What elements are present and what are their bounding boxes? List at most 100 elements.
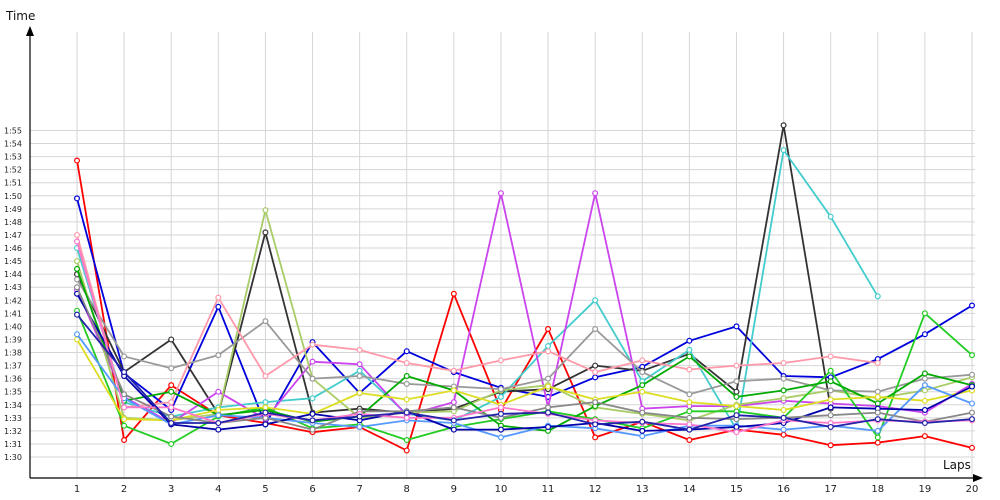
y-tick-label: 1:50 (4, 192, 22, 201)
data-point (874, 427, 881, 434)
data-point (780, 414, 787, 421)
data-point (545, 348, 552, 355)
data-point (921, 331, 928, 338)
data-point (686, 399, 693, 406)
data-point (262, 404, 269, 411)
y-tick-label: 1:54 (4, 140, 22, 149)
data-point (73, 195, 80, 202)
data-point (639, 382, 646, 389)
data-point (262, 207, 269, 214)
x-tick-label: 1 (74, 484, 80, 495)
x-tick-label: 15 (730, 484, 743, 495)
data-point (403, 359, 410, 366)
data-point (780, 122, 787, 129)
data-point (733, 403, 740, 410)
y-tick-label: 1:52 (4, 166, 22, 175)
data-point (874, 293, 881, 300)
data-point (968, 352, 975, 359)
series-line (76, 310, 973, 445)
data-point (497, 434, 504, 441)
data-point (215, 303, 222, 310)
data-point (121, 422, 128, 429)
data-point (592, 297, 599, 304)
data-point (639, 409, 646, 416)
data-point (639, 357, 646, 364)
x-tick-label: 3 (168, 484, 174, 495)
data-point (121, 437, 128, 444)
data-point (215, 388, 222, 395)
data-point (215, 294, 222, 301)
y-tick-label: 1:48 (4, 218, 22, 227)
data-point (450, 426, 457, 433)
data-point (639, 369, 646, 376)
data-point (73, 284, 80, 291)
y-tick-labels: 1:30 1:31 1:32 1:33 1:34 1:35 1:36 1:37 1:38 1:39… (4, 127, 22, 463)
data-point (733, 388, 740, 395)
data-point (921, 310, 928, 317)
data-point (921, 433, 928, 440)
data-point (733, 362, 740, 369)
y-axis-title: Time (5, 9, 35, 23)
data-point (968, 383, 975, 390)
data-point (262, 421, 269, 428)
y-tick-label: 1:30 (4, 453, 22, 462)
data-point (592, 362, 599, 369)
x-tick-label: 6 (309, 484, 315, 495)
data-point (545, 383, 552, 390)
x-tick-label: 8 (404, 484, 410, 495)
data-point (215, 412, 222, 419)
data-point (874, 393, 881, 400)
x-tick-label: 2 (121, 484, 127, 495)
data-point (309, 395, 316, 402)
data-point (403, 348, 410, 355)
data-point (780, 406, 787, 413)
data-point (827, 378, 834, 385)
data-point (403, 437, 410, 444)
y-tick-label: 1:33 (4, 414, 22, 423)
data-point (733, 429, 740, 436)
data-point (262, 318, 269, 325)
data-point (733, 393, 740, 400)
data-point (686, 408, 693, 415)
data-point (592, 434, 599, 441)
data-point (450, 399, 457, 406)
data-point (403, 396, 410, 403)
y-tick-label: 1:32 (4, 427, 22, 436)
data-point (968, 400, 975, 407)
data-point (73, 258, 80, 265)
data-point (168, 388, 175, 395)
y-tick-label: 1:55 (4, 127, 22, 136)
data-point (639, 427, 646, 434)
data-point (686, 414, 693, 421)
axes (26, 26, 983, 482)
data-point (780, 431, 787, 438)
data-point (733, 323, 740, 330)
data-point (545, 409, 552, 416)
data-point (168, 365, 175, 372)
series-line (76, 209, 973, 422)
data-point (73, 311, 80, 318)
y-tick-label: 1:51 (4, 179, 22, 188)
data-point (733, 412, 740, 419)
data-point (403, 409, 410, 416)
y-tick-label: 1:41 (4, 309, 22, 318)
x-tick-label: 4 (215, 484, 221, 495)
data-point (262, 373, 269, 380)
data-point (356, 367, 363, 374)
y-tick-label: 1:45 (4, 257, 22, 266)
data-point (309, 410, 316, 417)
data-point (450, 417, 457, 424)
y-tick-label: 1:31 (4, 440, 22, 449)
data-point (827, 213, 834, 220)
data-point (827, 412, 834, 419)
data-point (262, 229, 269, 236)
y-tick-label: 1:47 (4, 231, 22, 240)
data-point (545, 404, 552, 411)
data-point (403, 373, 410, 380)
data-point (356, 413, 363, 420)
data-point (780, 387, 787, 394)
data-point (356, 423, 363, 430)
x-tick-label: 10 (495, 484, 508, 495)
data-point (921, 382, 928, 389)
data-point (827, 404, 834, 411)
